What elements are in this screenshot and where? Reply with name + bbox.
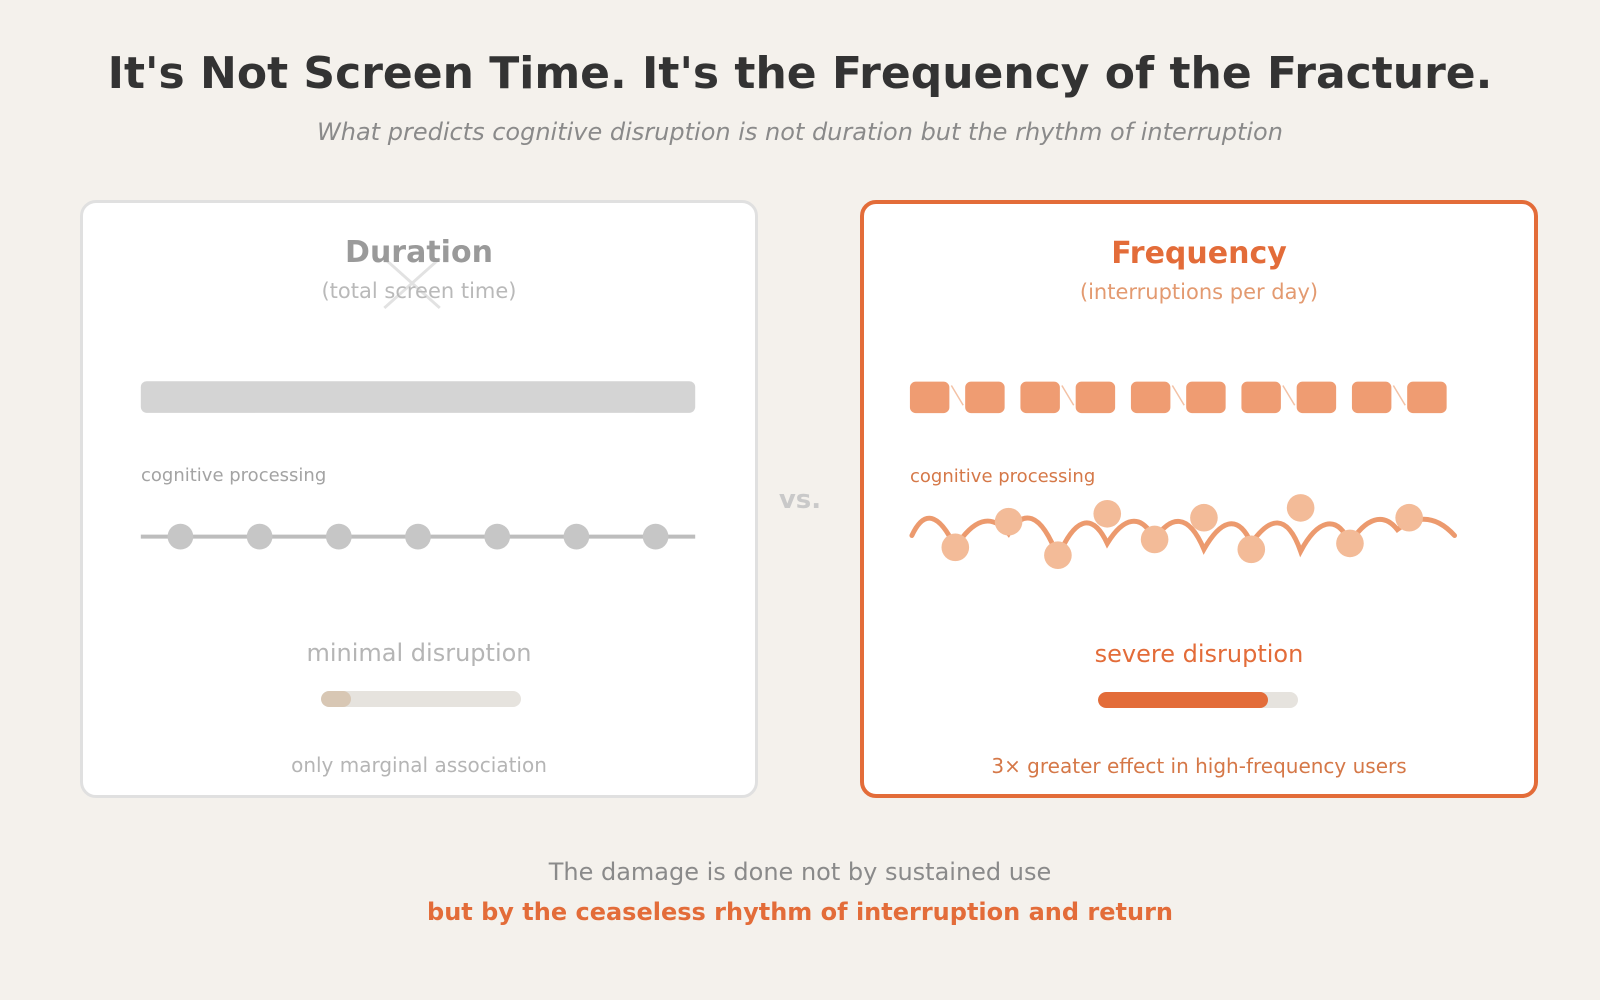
interruption-segment: [909, 381, 950, 414]
interruption-segment: [1020, 381, 1060, 414]
card-subheading: (total screen time): [321, 279, 517, 303]
fracture-mark: [1171, 385, 1185, 406]
footer-line-1: The damage is done not by sustained use: [548, 858, 1052, 886]
processing-label: cognitive processing: [910, 466, 1096, 487]
interruption-segment: [1075, 381, 1116, 414]
page-title: It's Not Screen Time. It's the Frequency…: [107, 48, 1493, 99]
processing-dot: [642, 523, 669, 550]
processing-dot: [325, 523, 352, 550]
processing-label: cognitive processing: [141, 465, 327, 486]
scattered-thought-dot: [1140, 525, 1169, 554]
processing-dot: [484, 523, 511, 550]
scattered-thought-dot: [1044, 541, 1072, 570]
interruption-segment: [965, 381, 1005, 414]
interruption-segment: [1351, 381, 1392, 414]
cross-mark-icon: [383, 257, 441, 310]
scattered-thought-dot: [1286, 494, 1315, 522]
disruption-meter-fill: [321, 691, 351, 707]
scattered-thought-dot: [1190, 503, 1218, 532]
fracture-mark: [1061, 385, 1075, 406]
disruption-meter: [1098, 692, 1298, 708]
interruption-segment: [1241, 381, 1281, 414]
scattered-thought-dot: [1093, 499, 1122, 528]
duration-card: Duration (total screen time) cognitive p…: [80, 200, 758, 798]
disruption-meter: [321, 691, 521, 707]
scattered-thought-dot: [1336, 529, 1364, 558]
frequency-card: Frequency (interruptions per day) cognit…: [860, 200, 1538, 798]
processing-dot: [167, 523, 194, 550]
scattered-thought-dot: [1395, 503, 1423, 532]
fractured-processing-wave: [909, 515, 1458, 564]
vs-label: vs.: [778, 485, 822, 515]
scattered-thought-dot: [994, 507, 1023, 536]
disruption-verdict: minimal disruption: [306, 639, 532, 667]
card-heading: Duration: [345, 235, 493, 270]
card-note: 3× greater effect in high-frequency user…: [991, 754, 1407, 778]
interruption-segment: [1407, 381, 1447, 414]
scattered-thought-dot: [941, 533, 970, 562]
processing-dot: [246, 523, 273, 550]
card-subheading: (interruptions per day): [1079, 280, 1319, 304]
page-subtitle: What predicts cognitive disruption is no…: [317, 118, 1283, 146]
processing-dot: [563, 523, 590, 550]
disruption-verdict: severe disruption: [1094, 640, 1304, 668]
duration-diagram: [140, 257, 696, 550]
fracture-mark: [1282, 385, 1296, 406]
card-heading: Frequency: [1111, 236, 1287, 271]
processing-dot: [405, 523, 431, 550]
continuous-usage-bar: [140, 381, 696, 413]
frequency-diagram: [909, 381, 1458, 570]
interruption-segment: [1186, 381, 1226, 414]
interruption-segment: [1296, 381, 1337, 414]
card-note: only marginal association: [291, 753, 547, 777]
disruption-meter-fill: [1098, 692, 1268, 708]
fracture-mark: [1392, 385, 1406, 406]
footer-line-2: but by the ceaseless rhythm of interrupt…: [427, 898, 1173, 926]
scattered-thought-dot: [1237, 535, 1266, 564]
interruption-segment: [1130, 381, 1171, 414]
fracture-mark: [950, 385, 964, 406]
